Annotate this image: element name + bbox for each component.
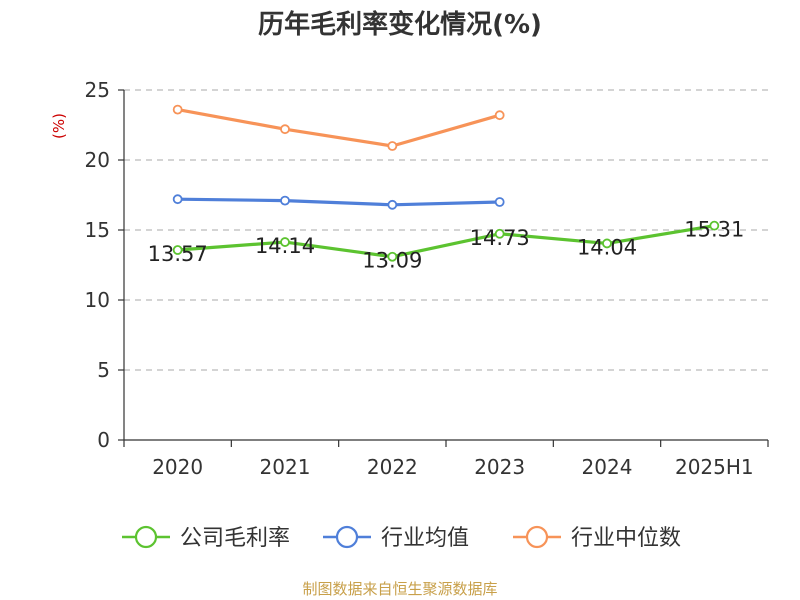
series-1-point-2021 bbox=[280, 195, 290, 206]
series-1-point-2022 bbox=[387, 199, 398, 210]
series-1-point-2023 bbox=[494, 197, 505, 207]
legend-label-1: 行业均值 bbox=[381, 526, 469, 551]
y-tick-label-20: 20 bbox=[85, 148, 110, 172]
series-line-1 bbox=[177, 197, 500, 207]
series-0-point-2024 bbox=[602, 238, 612, 249]
series-lines bbox=[172, 104, 720, 262]
series-line-0 bbox=[177, 224, 715, 259]
series-2-point-2023 bbox=[494, 110, 505, 121]
x-tick-labels: 2020 2021 2022 2023 2024 2025H1 bbox=[152, 455, 753, 479]
series-0-point-2020 bbox=[172, 245, 183, 255]
legend-marker-2 bbox=[525, 525, 549, 549]
y-tick-labels: 0 5 10 15 20 25 bbox=[85, 78, 110, 452]
series-2-point-2020 bbox=[172, 104, 183, 115]
x-tick-label-2022: 2022 bbox=[367, 455, 418, 479]
series-0-point-2025H1 bbox=[709, 220, 720, 231]
series-1-point-2020 bbox=[172, 194, 183, 205]
y-tick-label-15: 15 bbox=[85, 218, 110, 242]
series-line-2 bbox=[177, 108, 501, 148]
x-tick-label-2025H1: 2025H1 bbox=[675, 455, 754, 479]
legend-marker-1 bbox=[335, 525, 359, 549]
y-tick-label-0: 0 bbox=[97, 428, 110, 452]
series-2-point-2022 bbox=[387, 141, 398, 151]
data-label-2022: 13.09 bbox=[362, 249, 422, 273]
y-tick-label-25: 25 bbox=[85, 78, 110, 102]
legend: 公司毛利率 行业均值 行业中位数 bbox=[122, 525, 681, 551]
data-label-2020: 13.57 bbox=[148, 242, 208, 266]
x-tick-label-2024: 2024 bbox=[582, 455, 633, 479]
series-2-point-2021 bbox=[280, 124, 290, 135]
y-axis-label: (%) bbox=[50, 113, 68, 139]
grid-lines bbox=[124, 89, 768, 371]
data-labels: 13.57 14.14 13.09 14.73 14.04 15.31 bbox=[148, 218, 745, 273]
legend-marker-0 bbox=[134, 525, 158, 549]
axes bbox=[118, 89, 769, 447]
data-label-2021: 14.14 bbox=[255, 234, 315, 258]
chart-title: 历年毛利率变化情况(%) bbox=[258, 10, 542, 40]
y-tick-label-5: 5 bbox=[97, 358, 110, 382]
series-0-point-2023 bbox=[494, 228, 505, 239]
legend-label-0: 公司毛利率 bbox=[180, 526, 290, 551]
source-footer: 制图数据来自恒生聚源数据库 bbox=[302, 580, 498, 598]
data-label-2024: 14.04 bbox=[577, 235, 637, 259]
x-tick-label-2020: 2020 bbox=[152, 455, 203, 479]
x-tick-label-2023: 2023 bbox=[474, 455, 525, 479]
legend-label-2: 行业中位数 bbox=[571, 526, 681, 551]
data-label-2025H1: 15.31 bbox=[684, 218, 744, 242]
y-tick-label-10: 10 bbox=[85, 288, 110, 312]
series-0-point-2022 bbox=[387, 251, 398, 262]
data-label-2023: 14.73 bbox=[470, 226, 530, 250]
series-0-point-2021 bbox=[280, 237, 290, 247]
x-tick-label-2021: 2021 bbox=[260, 455, 311, 479]
